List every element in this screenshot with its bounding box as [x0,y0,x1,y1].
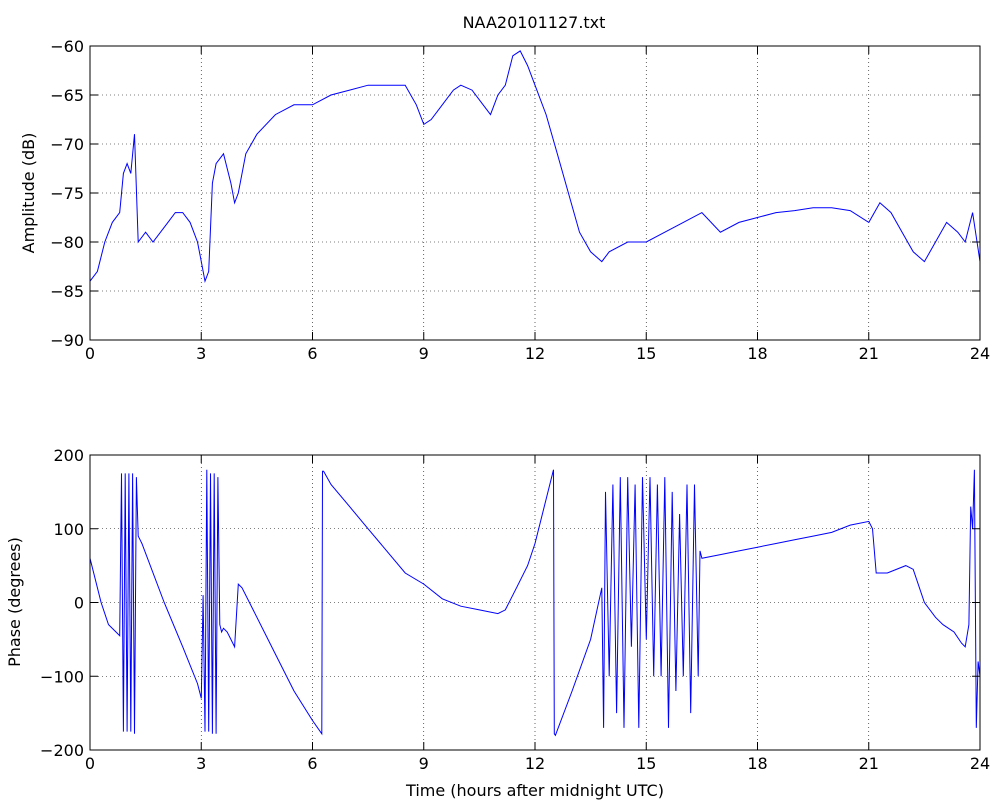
phase-xtick-label: 24 [970,754,990,773]
amplitude-xtick-label: 18 [747,344,767,363]
phase-ytick-label: −200 [40,741,84,760]
phase-xtick-label: 18 [747,754,767,773]
phase-xtick-label: 3 [196,754,206,773]
phase-xtick-label: 0 [85,754,95,773]
amplitude-ytick-label: −85 [50,282,84,301]
amplitude-ylabel: Amplitude (dB) [19,133,38,254]
amplitude-ytick-label: −60 [50,37,84,56]
phase-xlabel: Time (hours after midnight UTC) [405,781,664,800]
amplitude-xtick-label: 0 [85,344,95,363]
amplitude-ytick-label: −65 [50,86,84,105]
phase-xtick-label: 15 [636,754,656,773]
figure-title: NAA20101127.txt [463,13,606,32]
phase-ticks: 0 3 6 9 12 15 18 21 24 −200 −100 0 100 200 [40,446,990,773]
phase-panel: 0 3 6 9 12 15 18 21 24 −200 −100 0 100 200 Phase (deg… [5,446,990,800]
phase-ytick-label: 100 [53,520,84,539]
amplitude-xtick-label: 24 [970,344,990,363]
phase-xtick-label: 12 [525,754,545,773]
amplitude-xtick-label: 15 [636,344,656,363]
amplitude-xtick-label: 6 [307,344,317,363]
phase-ylabel: Phase (degrees) [5,537,24,667]
amplitude-ytick-label: −75 [50,184,84,203]
phase-xtick-label: 9 [419,754,429,773]
amplitude-ticks: 0 3 6 9 12 15 18 21 24 −90 −85 −80 −75 −70 −65 −60 [50,37,990,363]
amplitude-xtick-label: 3 [196,344,206,363]
amplitude-xtick-label: 21 [859,344,879,363]
phase-ytick-label: −100 [40,667,84,686]
amplitude-xtick-label: 9 [419,344,429,363]
phase-xtick-label: 6 [307,754,317,773]
amplitude-panel: 0 3 6 9 12 15 18 21 24 −90 −85 −80 −75 −70 −65 −60 Ampl… [19,37,990,363]
amplitude-xtick-label: 12 [525,344,545,363]
phase-ytick-label: 0 [74,594,84,613]
phase-grid [90,455,980,750]
amplitude-ytick-label: −70 [50,135,84,154]
amplitude-ytick-label: −80 [50,233,84,252]
phase-ytick-label: 200 [53,446,84,465]
amplitude-ytick-label: −90 [50,331,84,350]
amplitude-series-line [89,50,981,284]
phase-series-line [89,469,981,737]
phase-xtick-label: 21 [859,754,879,773]
